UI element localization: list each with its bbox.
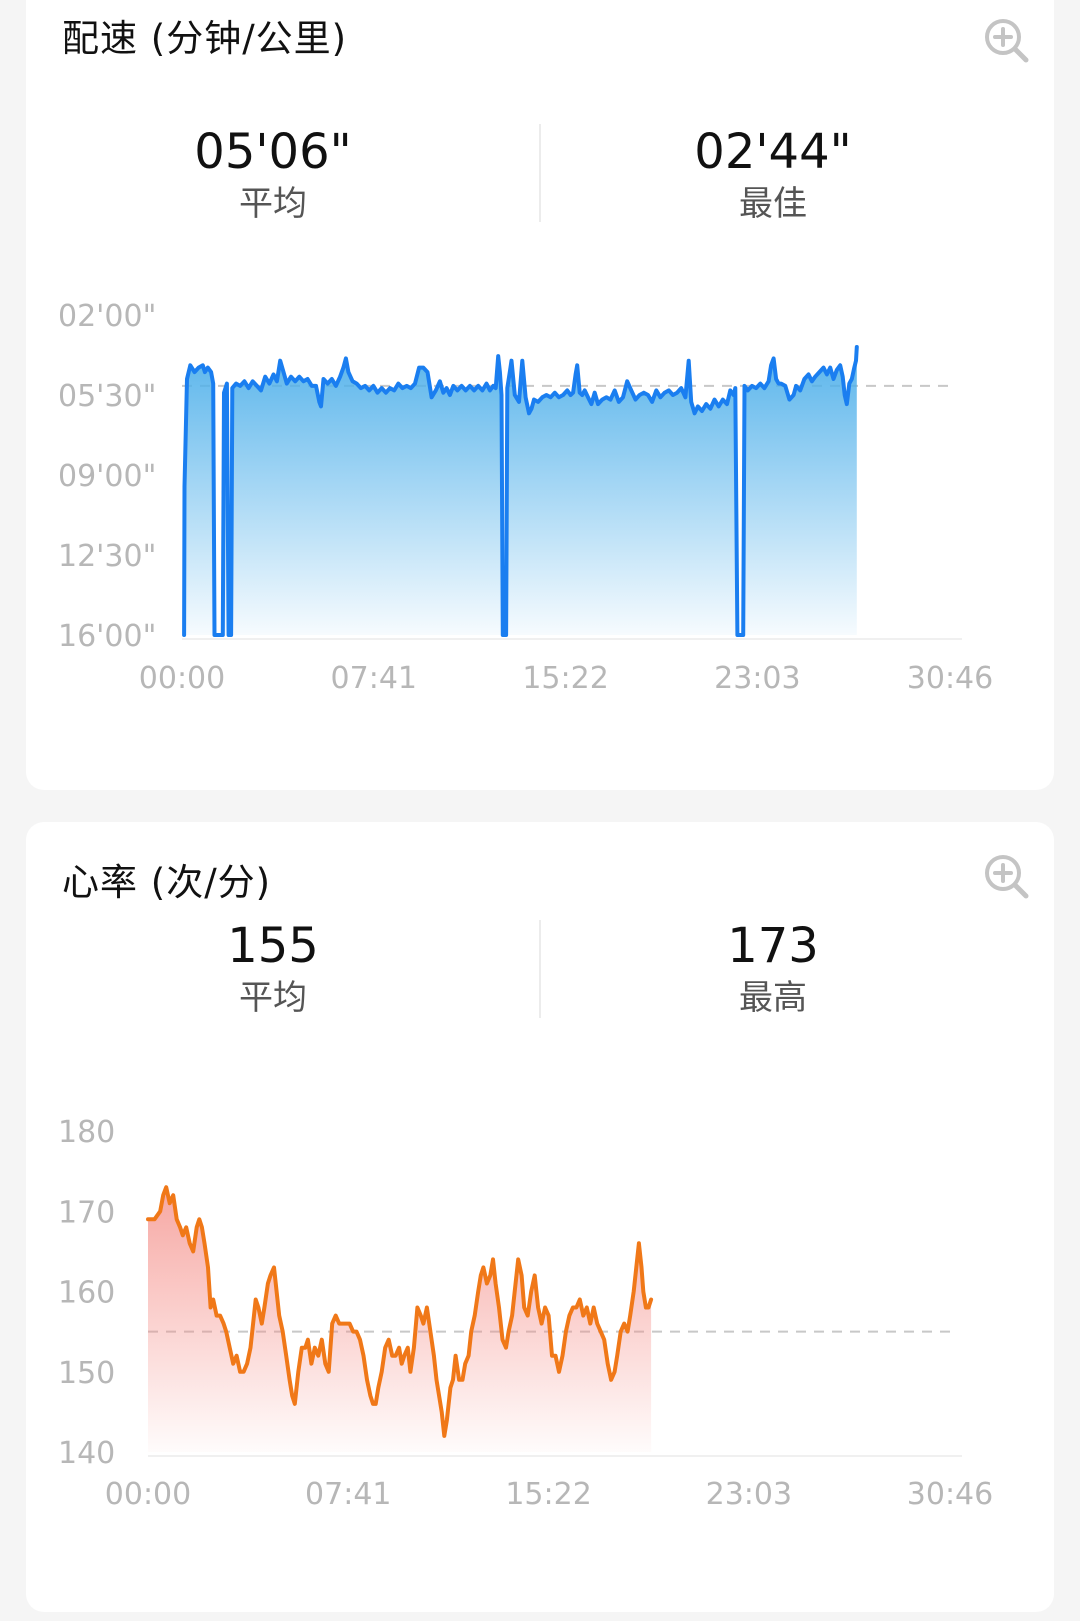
pace-chart: 02'00" 05'30" 09'00" 12'30" 16'00" 00:00 07:4… <box>58 300 993 696</box>
stat-divider <box>539 920 541 1018</box>
hr-average-label: 平均 <box>239 978 307 1018</box>
heart-rate-card-title: 心率 (次/分) <box>62 861 272 904</box>
x-tick-label: 30:46 <box>907 661 993 696</box>
x-tick-label: 23:03 <box>714 661 800 696</box>
y-tick-label: 170 <box>58 1195 115 1230</box>
x-tick-label: 07:41 <box>331 661 417 696</box>
y-tick-label: 180 <box>58 1115 115 1150</box>
hr-max-stat: 173 最高 <box>623 918 923 1022</box>
heart-rate-chart: 180 170 160 150 140 00:00 07:41 15:22 23:03 30:4… <box>58 1115 993 1512</box>
y-tick-label: 09'00" <box>58 459 156 494</box>
x-tick-label: 00:00 <box>105 1477 191 1512</box>
hr-max-value: 173 <box>727 918 819 974</box>
x-tick-label: 00:00 <box>139 661 225 696</box>
pace-average-stat: 05'06" 平均 <box>123 124 423 228</box>
x-tick-label: 07:41 <box>305 1477 391 1512</box>
pace-best-stat: 02'44" 最佳 <box>623 124 923 228</box>
y-tick-label: 12'30" <box>58 539 156 574</box>
y-tick-label: 160 <box>58 1276 115 1311</box>
y-tick-label: 16'00" <box>58 619 156 654</box>
series-line <box>182 345 859 637</box>
x-tick-label: 23:03 <box>706 1477 792 1512</box>
pace-best-value: 02'44" <box>694 124 852 180</box>
y-tick-label: 05'30" <box>58 379 156 414</box>
x-tick-label: 30:46 <box>907 1477 993 1512</box>
series-line <box>146 1185 654 1438</box>
hr-average-stat: 155 平均 <box>123 918 423 1022</box>
y-tick-label: 140 <box>58 1436 115 1471</box>
pace-card: 配速 (分钟/公里) 05'06" 平均 02'44" 最佳 02'00" 05'… <box>26 0 1054 790</box>
pace-card-title: 配速 (分钟/公里) <box>62 17 348 60</box>
heart-rate-card: 心率 (次/分) 155 平均 173 最高 180 170 160 150 140 0… <box>26 822 1054 1612</box>
series-area <box>148 1187 652 1452</box>
hr-max-label: 最高 <box>739 978 807 1018</box>
stat-divider <box>539 124 541 222</box>
x-tick-label: 15:22 <box>505 1477 591 1512</box>
y-tick-label: 150 <box>58 1356 115 1391</box>
zoom-in-icon[interactable] <box>982 852 1030 900</box>
zoom-in-icon[interactable] <box>982 16 1030 64</box>
series-area <box>184 347 857 635</box>
y-tick-label: 02'00" <box>58 300 156 334</box>
pace-best-label: 最佳 <box>739 184 807 224</box>
pace-average-label: 平均 <box>239 184 307 224</box>
pace-average-value: 05'06" <box>194 124 352 180</box>
x-tick-label: 15:22 <box>522 661 608 696</box>
hr-average-value: 155 <box>227 918 319 974</box>
